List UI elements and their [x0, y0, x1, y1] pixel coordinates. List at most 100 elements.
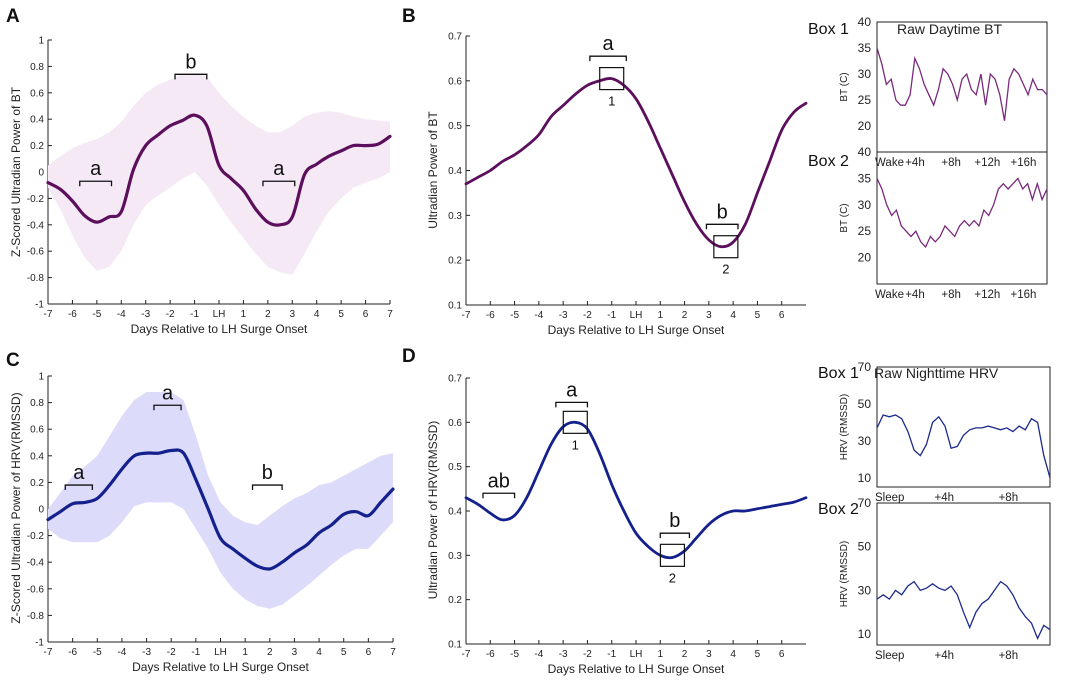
inset-y-tick: 35 — [858, 41, 872, 55]
significance-bracket — [64, 484, 94, 491]
x-axis-title: Days Relative to LH Surge Onset — [132, 660, 309, 674]
chart-panel-d: 0.1 0.2 0.3 0.4 0.5 0.6 0.7 -7 -6 -5 -4 -3 -2 -1 LH 1 2 3… — [426, 374, 808, 676]
hrv-inset-box1: 10 30 50 70 HRV (RMSSD) Sleep +4h +8h — [839, 360, 1051, 504]
x-tick-label: 5 — [338, 309, 344, 320]
inset-signal-line — [876, 580, 1051, 641]
y-tick-label: 0.3 — [448, 551, 462, 562]
series-line — [46, 113, 392, 227]
y-axis-title: Z-Scored Ultradian Power of BT — [9, 86, 23, 257]
significance-bracket — [555, 401, 589, 408]
inset-y-title: HRV (RMSSD) — [839, 541, 850, 607]
y-tick-label: -0.4 — [27, 558, 45, 569]
hrv-box2-label: Box 2 — [818, 501, 859, 518]
inset-x-tick: Sleep — [875, 492, 904, 504]
x-tick-label: -3 — [142, 647, 151, 658]
significance-label: a — [273, 158, 285, 180]
y-tick-label: 0.2 — [448, 595, 462, 606]
inset-x-tick: +8h — [999, 650, 1019, 662]
inset-signal-line — [876, 47, 1048, 121]
y-tick-label: 0.1 — [448, 301, 462, 312]
y-axis-title: Ultradian Power of HRV(RMSSD) — [426, 421, 440, 600]
y-tick-label: 0.1 — [448, 640, 462, 651]
x-tick-label: -2 — [583, 310, 592, 321]
x-tick-label: 6 — [779, 649, 785, 660]
hrv-box1-label: Box 1 — [818, 365, 859, 382]
y-tick-label: 0.6 — [448, 76, 462, 87]
x-tick-label: 6 — [363, 309, 369, 320]
inset-frame — [876, 366, 1051, 488]
inset-x-tick: +4h — [935, 492, 955, 504]
inset-y-tick: 50 — [858, 540, 872, 554]
highlight-box — [713, 235, 739, 259]
x-tick-label: -1 — [607, 310, 616, 321]
x-tick-label: LH — [213, 309, 226, 320]
inset-y-tick: 70 — [858, 496, 872, 510]
x-tick-label: -3 — [559, 649, 568, 660]
x-tick-label: -5 — [93, 647, 102, 658]
y-tick-label: -0.8 — [27, 273, 45, 284]
x-tick-label: -2 — [166, 309, 175, 320]
y-tick-label: 0.2 — [30, 141, 44, 152]
x-tick-label: LH — [630, 649, 643, 660]
significance-label: a — [566, 379, 578, 401]
significance-label: a — [90, 158, 102, 180]
x-tick-label: 4 — [730, 310, 736, 321]
inset-x-tick: +8h — [999, 492, 1019, 504]
inset-y-tick: 30 — [858, 434, 872, 448]
y-tick-label: 0.6 — [448, 418, 462, 429]
x-tick-label: -4 — [534, 649, 543, 660]
inset-x-tick: Sleep — [875, 650, 904, 662]
y-tick-label: -0.4 — [27, 220, 45, 231]
significance-label: a — [603, 33, 615, 55]
x-tick-label: -4 — [534, 310, 543, 321]
inset-x-tick: +12h — [974, 289, 1000, 301]
inset-x-tick: +8h — [941, 289, 961, 301]
y-tick-label: -1 — [35, 638, 44, 649]
y-tick-label: -0.6 — [27, 247, 45, 258]
highlight-box — [599, 66, 625, 91]
x-tick-label: 2 — [267, 647, 273, 658]
significance-label: a — [162, 382, 174, 404]
inset-y-tick: 10 — [858, 627, 872, 641]
x-tick-label: 1 — [242, 647, 248, 658]
inset-x-tick: Wake — [875, 289, 904, 301]
x-tick-label: 1 — [241, 309, 247, 320]
inset-y-tick: 25 — [858, 224, 872, 238]
bt-inset-box1: 20 25 30 35 40 BT (C) Wake +4h +8h +12h +16h — [839, 15, 1048, 169]
y-tick-label: 0.4 — [448, 507, 462, 518]
inset-y-tick: 30 — [858, 198, 872, 212]
y-tick-label: 1 — [38, 36, 44, 47]
x-tick-label: -6 — [68, 647, 77, 658]
y-tick-label: 0.5 — [448, 121, 462, 132]
confidence-band — [48, 73, 390, 275]
inset-y-tick: 20 — [858, 119, 872, 133]
x-axis-title: Days Relative to LH Surge Onset — [548, 662, 725, 676]
x-tick-label: -2 — [167, 647, 176, 658]
x-tick-label: 4 — [314, 309, 320, 320]
chart-panel-b: 0.1 0.2 0.3 0.4 0.5 0.6 0.7 -7 -6 -5 -4 -3 -2 -1 LH 1 2 3… — [426, 32, 808, 337]
x-tick-label: 2 — [682, 310, 688, 321]
x-tick-label: -4 — [117, 309, 126, 320]
y-tick-label: -0.2 — [27, 531, 45, 542]
significance-bracket — [482, 492, 516, 499]
hrv-inset-title: Raw Nighttime HRV — [874, 365, 999, 381]
inset-y-title: HRV (RMSSD) — [839, 394, 850, 460]
x-axis-title: Days Relative to LH Surge Onset — [548, 323, 725, 337]
inset-y-title: BT (C) — [839, 203, 850, 232]
highlight-box-label: 1 — [608, 94, 615, 109]
bt-box1-label: Box 1 — [808, 21, 849, 38]
inset-x-tick: +16h — [1011, 289, 1037, 301]
highlight-box-label: 2 — [722, 262, 729, 277]
significance-bracket — [705, 223, 739, 230]
x-tick-label: LH — [630, 310, 643, 321]
x-tick-label: -2 — [583, 649, 592, 660]
y-tick-label: 0.6 — [30, 425, 44, 436]
chart-panel-a: -1 -0.8 -0.6 -0.4 -0.2 0 0.2 0.4 0.6 0.8 1 -7 -6 -5 -4… — [9, 36, 393, 337]
x-tick-label: -6 — [68, 309, 77, 320]
x-tick-label: -5 — [92, 309, 101, 320]
series-line — [464, 77, 808, 249]
x-tick-label: 7 — [390, 647, 396, 658]
significance-label: b — [717, 201, 728, 223]
x-tick-label: 2 — [265, 309, 271, 320]
